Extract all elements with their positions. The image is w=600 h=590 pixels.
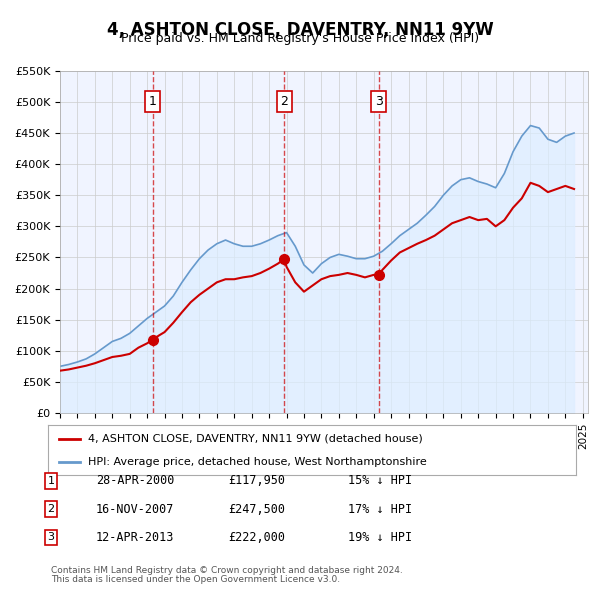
Text: £247,500: £247,500 xyxy=(228,503,285,516)
Text: HPI: Average price, detached house, West Northamptonshire: HPI: Average price, detached house, West… xyxy=(88,457,427,467)
Text: £222,000: £222,000 xyxy=(228,531,285,544)
Text: 3: 3 xyxy=(374,95,382,108)
Text: 15% ↓ HPI: 15% ↓ HPI xyxy=(348,474,412,487)
Text: 3: 3 xyxy=(47,533,55,542)
Text: 1: 1 xyxy=(47,476,55,486)
Text: 28-APR-2000: 28-APR-2000 xyxy=(96,474,175,487)
Text: 4, ASHTON CLOSE, DAVENTRY, NN11 9YW (detached house): 4, ASHTON CLOSE, DAVENTRY, NN11 9YW (det… xyxy=(88,434,422,444)
Text: 19% ↓ HPI: 19% ↓ HPI xyxy=(348,531,412,544)
Text: 16-NOV-2007: 16-NOV-2007 xyxy=(96,503,175,516)
Text: 1: 1 xyxy=(149,95,157,108)
Text: 17% ↓ HPI: 17% ↓ HPI xyxy=(348,503,412,516)
Text: 2: 2 xyxy=(47,504,55,514)
Text: This data is licensed under the Open Government Licence v3.0.: This data is licensed under the Open Gov… xyxy=(51,575,340,584)
Text: Price paid vs. HM Land Registry's House Price Index (HPI): Price paid vs. HM Land Registry's House … xyxy=(121,32,479,45)
Text: 4, ASHTON CLOSE, DAVENTRY, NN11 9YW: 4, ASHTON CLOSE, DAVENTRY, NN11 9YW xyxy=(107,21,493,39)
Text: 2: 2 xyxy=(280,95,288,108)
Text: 12-APR-2013: 12-APR-2013 xyxy=(96,531,175,544)
Text: £117,950: £117,950 xyxy=(228,474,285,487)
Text: Contains HM Land Registry data © Crown copyright and database right 2024.: Contains HM Land Registry data © Crown c… xyxy=(51,566,403,575)
